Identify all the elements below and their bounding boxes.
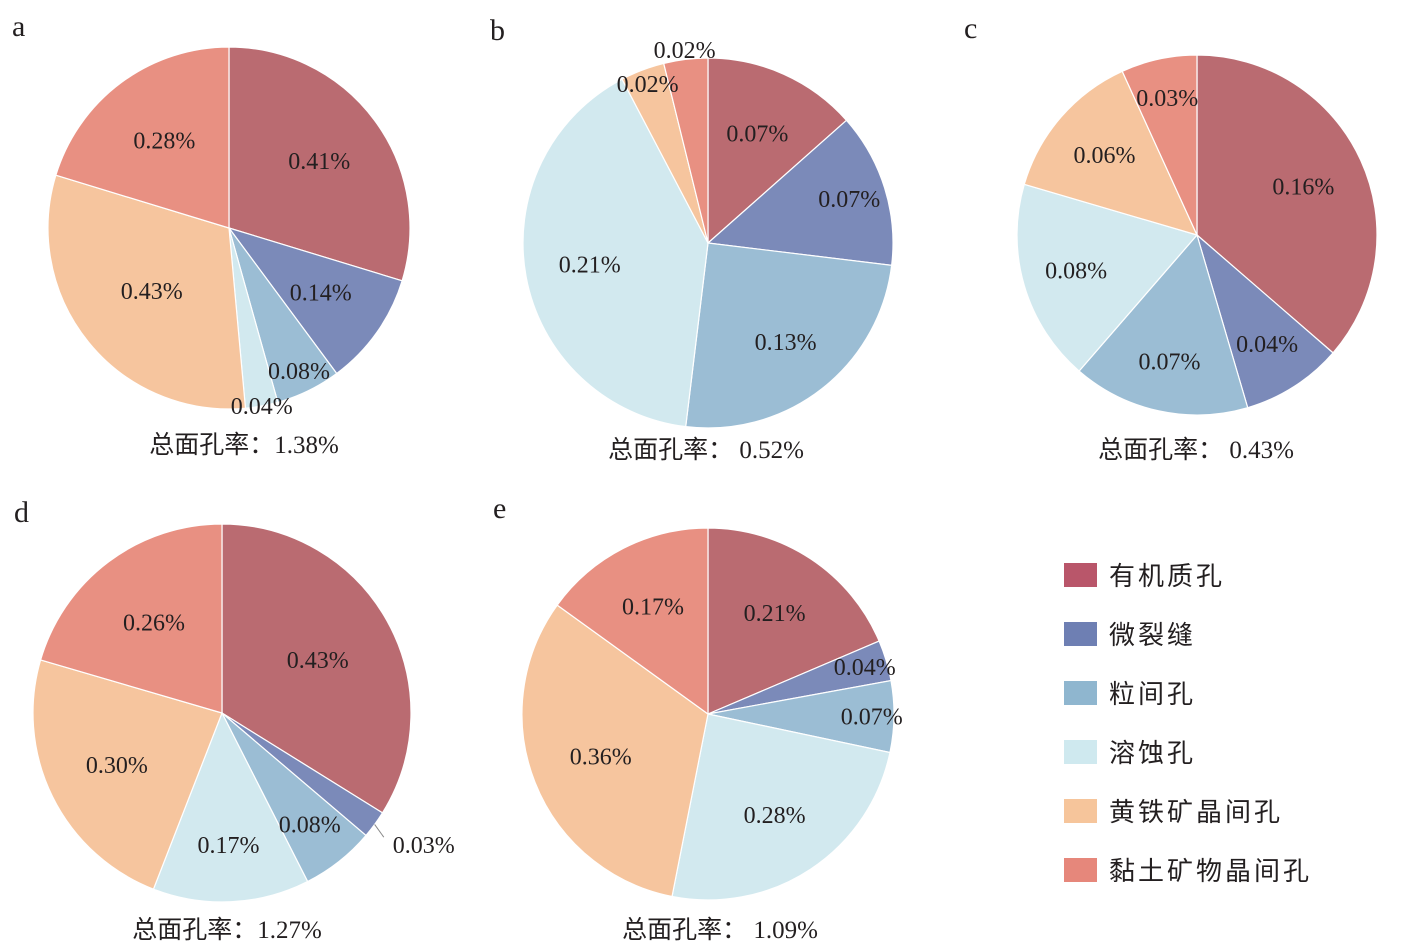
pie-slice-b-6 [663, 57, 709, 244]
pie-slice-a-6 [55, 46, 230, 229]
panel-letter-b: b [490, 14, 505, 47]
slice-label-b-6: 0.02% [654, 38, 716, 64]
slice-label-e-6: 0.17% [622, 594, 684, 620]
slice-label-a-6: 0.28% [133, 129, 195, 155]
pie-slice-d-5 [32, 659, 223, 890]
pie-panel-a: a 0.41% 0.14% 0.08% 0.04% 0.43% 0.28% 总面孔率：1.… [12, 10, 411, 459]
legend-swatch [1064, 680, 1097, 705]
pie-slice-d-1 [221, 523, 412, 814]
pie-slice-c-6 [1121, 54, 1198, 236]
panel-letter-d: d [14, 496, 29, 529]
legend-label: 微裂缝 [1109, 621, 1197, 651]
slice-label-a-1: 0.41% [288, 149, 350, 175]
legend-swatch [1064, 562, 1097, 587]
legend-item-organic-pore: 有机质孔 [1064, 545, 1404, 604]
pie-slice-c-2 [1195, 233, 1334, 409]
slice-label-e-3: 0.07% [841, 704, 903, 730]
slice-label-e-5: 0.36% [570, 744, 632, 770]
slice-label-d-5: 0.30% [86, 753, 148, 779]
panel-letter-a: a [12, 10, 25, 43]
slice-label-b-3: 0.13% [755, 330, 817, 356]
pie-slice-d-4 [152, 711, 309, 903]
panel-letter-e: e [493, 492, 506, 525]
pie-panel-b: b 0.07% 0.07% 0.13% 0.21% 0.02% 0.02% 总面孔率： 0… [490, 14, 894, 464]
slice-label-a-3: 0.08% [268, 359, 330, 385]
total-porosity-a: 总面孔率：1.38% [149, 431, 339, 459]
legend-item-dissolution-pore: 溶蚀孔 [1064, 722, 1404, 781]
legend-label: 有机质孔 [1109, 562, 1226, 592]
pie-slice-e-6 [556, 527, 709, 716]
slice-label-c-4: 0.08% [1045, 259, 1107, 285]
slice-label-d-2: 0.03% [393, 833, 455, 859]
legend-swatch [1064, 857, 1097, 882]
legend-item-intergranular-pore: 粒间孔 [1064, 663, 1404, 722]
legend-item-pyrite-intercrystalline-pore: 黄铁矿晶间孔 [1064, 781, 1404, 840]
slice-label-a-2: 0.14% [290, 281, 352, 307]
total-porosity-b: 总面孔率： 0.52% [608, 436, 804, 464]
pie-panel-c: c 0.16% 0.04% 0.07% 0.08% 0.06% 0.03% 总面孔率： 0… [964, 12, 1378, 464]
total-porosity-d: 总面孔率：1.27% [132, 916, 322, 944]
legend-item-microfracture: 微裂缝 [1064, 604, 1404, 663]
panel-letter-c: c [964, 12, 977, 45]
pie-slice-b-4 [522, 78, 709, 428]
pie-slice-c-3 [1078, 233, 1249, 416]
slice-label-d-3: 0.08% [279, 812, 341, 838]
pie-slice-c-5 [1023, 70, 1199, 236]
slice-label-d-1: 0.43% [287, 648, 349, 674]
slice-label-c-3: 0.07% [1139, 350, 1201, 376]
slice-label-b-4: 0.21% [559, 253, 621, 279]
legend-swatch [1064, 621, 1097, 646]
slice-label-b-2: 0.07% [818, 187, 880, 213]
pie-slice-c-4 [1016, 183, 1199, 372]
pie-slice-b-1 [707, 57, 848, 245]
legend-label: 溶蚀孔 [1109, 739, 1197, 769]
slice-label-a-5: 0.43% [121, 279, 183, 305]
slice-label-e-1: 0.21% [744, 601, 806, 627]
leader-line-d-2 [374, 824, 385, 838]
pie-slice-b-2 [706, 119, 894, 266]
legend-swatch [1064, 798, 1097, 823]
pie-slice-a-2 [227, 226, 403, 375]
pie-panel-d: d 0.43% 0.03% 0.08% 0.17% 0.30% 0.26% 总面孔率：1.… [14, 496, 455, 944]
pie-panel-e: e 0.21% 0.04% 0.07% 0.28% 0.36% 0.17% 总面孔率： 1… [493, 492, 903, 944]
pie-slice-d-6 [39, 523, 223, 714]
pie-slice-e-4 [671, 713, 891, 901]
slice-label-d-4: 0.17% [198, 833, 260, 859]
slice-label-c-5: 0.06% [1074, 143, 1136, 169]
legend-label: 黄铁矿晶间孔 [1109, 798, 1284, 828]
total-porosity-c: 总面孔率： 0.43% [1098, 436, 1294, 464]
slice-label-c-6: 0.03% [1136, 86, 1198, 112]
pie-slice-a-5 [47, 174, 247, 410]
slice-label-a-4: 0.04% [231, 394, 293, 420]
slice-label-b-5: 0.02% [617, 72, 679, 98]
pie-slice-a-1 [228, 46, 411, 282]
slice-label-d-6: 0.26% [123, 610, 185, 636]
slice-label-b-1: 0.07% [726, 121, 788, 147]
pie-slice-b-3 [685, 242, 893, 429]
slice-label-c-1: 0.16% [1272, 174, 1334, 200]
legend-label: 黏土矿物晶间孔 [1109, 857, 1313, 887]
legend: 有机质孔 微裂缝 粒间孔 溶蚀孔 黄铁矿晶间孔 黏土矿物晶间孔 [1064, 545, 1404, 899]
slice-label-e-4: 0.28% [744, 803, 806, 829]
pie-slice-c-1 [1196, 54, 1378, 354]
legend-label: 粒间孔 [1109, 680, 1197, 710]
legend-item-clay-intercrystalline-pore: 黏土矿物晶间孔 [1064, 840, 1404, 899]
legend-swatch [1064, 739, 1097, 764]
slice-label-c-2: 0.04% [1236, 332, 1298, 358]
total-porosity-e: 总面孔率： 1.09% [622, 916, 818, 944]
slice-label-e-2: 0.04% [834, 655, 896, 681]
pie-slice-e-5 [521, 604, 709, 898]
pie-slice-e-1 [707, 527, 880, 715]
